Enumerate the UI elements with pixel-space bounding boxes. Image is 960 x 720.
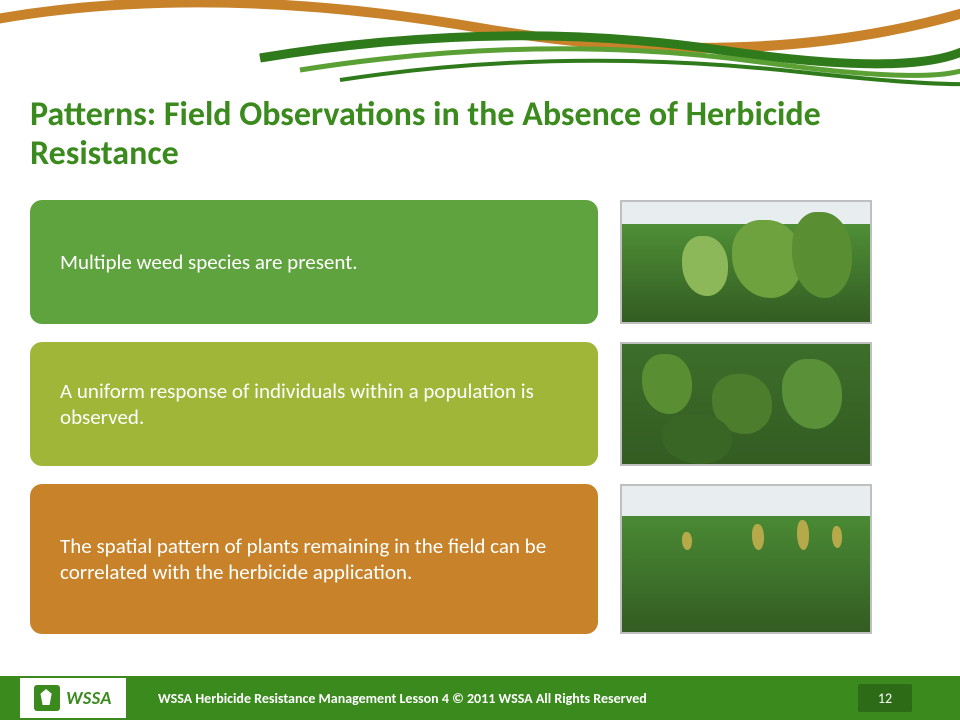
weed-blob — [797, 520, 809, 550]
bullet-text: Multiple weed species are present. — [60, 249, 358, 275]
content-row-1: Multiple weed species are present. — [30, 200, 930, 324]
slide-title: Patterns: Field Observations in the Abse… — [30, 95, 930, 173]
bullet-box-1: Multiple weed species are present. — [30, 200, 598, 324]
leaf-icon — [34, 685, 60, 711]
weed-blob — [752, 524, 764, 550]
page-number: 12 — [858, 684, 912, 712]
field-photo-3 — [620, 484, 872, 634]
weed-blob — [832, 526, 842, 548]
footer-logo: WSSA — [18, 676, 128, 720]
content-row-2: A uniform response of individuals within… — [30, 342, 930, 466]
footer-text: WSSA Herbicide Resistance Management Les… — [158, 690, 858, 707]
weed-blob — [682, 532, 692, 550]
bullet-box-2: A uniform response of individuals within… — [30, 342, 598, 466]
bullet-box-3: The spatial pattern of plants remaining … — [30, 484, 598, 634]
content-row-3: The spatial pattern of plants remaining … — [30, 484, 930, 634]
bullet-text: The spatial pattern of plants remaining … — [60, 533, 574, 586]
header-swoosh — [0, 0, 960, 90]
sky — [622, 486, 870, 516]
bullet-text: A uniform response of individuals within… — [60, 378, 574, 431]
field-photo-1 — [620, 200, 872, 324]
footer-bar: WSSA WSSA Herbicide Resistance Managemen… — [0, 676, 960, 720]
field-photo-2 — [620, 342, 872, 466]
footer-logo-text: WSSA — [66, 687, 112, 709]
